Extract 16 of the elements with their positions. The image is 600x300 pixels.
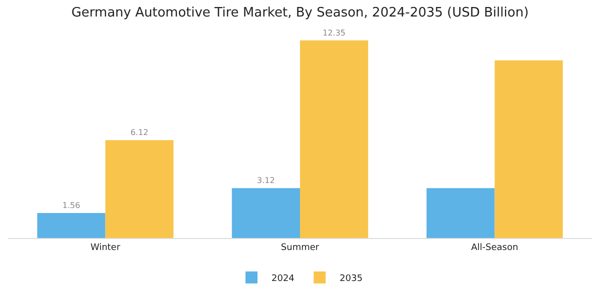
chart-title: Germany Automotive Tire Market, By Season, 2024-2035 (USD Billion) <box>71 6 529 21</box>
bar <box>232 188 300 238</box>
legend-label: 2035 <box>340 274 363 284</box>
data-label: 6.12 <box>130 128 148 138</box>
bar <box>105 140 174 238</box>
data-label: 12.35 <box>322 28 346 38</box>
bar <box>494 60 563 238</box>
bar <box>300 40 368 238</box>
bar <box>426 188 495 238</box>
data-label: 1.56 <box>62 201 80 210</box>
x-tick-label: Winter <box>90 242 120 253</box>
x-tick-label: Summer <box>280 242 320 253</box>
data-label: 3.12 <box>257 176 275 186</box>
x-tick-label: All-Season <box>471 242 518 253</box>
legend-label: 2024 <box>272 274 295 284</box>
bar <box>37 213 106 238</box>
